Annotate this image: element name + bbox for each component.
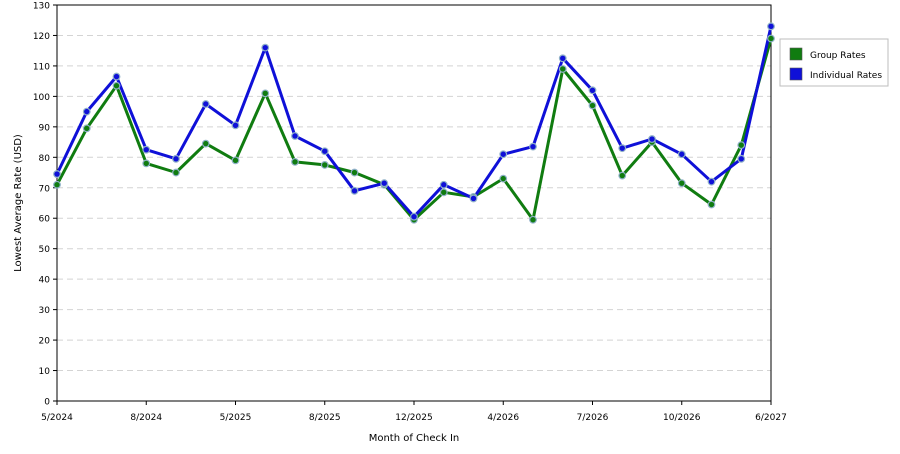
x-tick-label: 7/2026	[577, 413, 609, 423]
data-point	[648, 135, 656, 143]
data-point	[380, 179, 389, 188]
y-tick-label: 110	[33, 62, 50, 72]
data-point	[439, 180, 448, 189]
data-point	[737, 154, 746, 163]
data-point	[767, 34, 775, 43]
x-tick-label: 8/2024	[130, 413, 162, 423]
y-tick-label: 20	[39, 337, 51, 347]
y-tick-label: 130	[33, 2, 50, 12]
data-point	[350, 168, 359, 177]
legend-label: Group Rates	[810, 51, 866, 61]
data-point	[82, 124, 91, 133]
data-point	[677, 150, 686, 159]
data-point	[767, 22, 775, 31]
data-point	[231, 121, 240, 130]
grid-lines	[57, 34, 771, 372]
data-point	[112, 81, 121, 90]
x-tick-label: 10/2026	[663, 413, 701, 423]
data-point	[439, 188, 448, 197]
data-point	[82, 107, 91, 116]
data-point	[53, 180, 61, 189]
data-point	[410, 212, 418, 221]
y-tick-label: 120	[33, 32, 50, 42]
x-tick-label: 12/2025	[395, 413, 432, 423]
data-point	[172, 168, 180, 177]
series-points	[53, 22, 775, 224]
x-tick-label: 4/2026	[487, 413, 519, 423]
data-point	[529, 215, 537, 224]
legend-swatch	[789, 47, 803, 61]
data-point	[231, 156, 240, 165]
y-tick-label: 90	[39, 123, 51, 133]
data-point	[707, 200, 716, 209]
data-point	[261, 43, 270, 52]
data-point	[469, 194, 478, 203]
x-tick-label: 5/2024	[41, 413, 73, 423]
data-point	[53, 170, 61, 178]
y-tick-label: 80	[39, 154, 51, 164]
x-axis-title: Month of Check In	[369, 433, 460, 444]
data-point	[112, 72, 121, 81]
data-point	[618, 144, 627, 153]
y-axis-title: Lowest Average Rate (USD)	[13, 134, 24, 272]
legend-label: Individual Rates	[810, 71, 882, 81]
data-point	[201, 139, 210, 148]
data-point	[618, 171, 627, 180]
y-tick-label: 10	[39, 367, 51, 377]
y-tick-label: 40	[39, 276, 51, 286]
y-tick-label: 50	[39, 245, 51, 255]
x-tick-label: 5/2025	[220, 413, 252, 423]
data-point	[172, 154, 180, 163]
data-point	[320, 161, 329, 169]
data-point	[499, 150, 508, 159]
y-tick-label: 0	[44, 398, 50, 408]
axes: 0 10 20 30 40 50 60 70 80 90 100 110 120 130 5/2024 8/2…	[33, 2, 787, 424]
data-point	[588, 86, 597, 95]
data-point	[350, 186, 359, 195]
legend: Group Rates Individual Rates	[779, 38, 889, 87]
y-tick-label: 30	[39, 306, 51, 316]
legend-swatch	[789, 67, 803, 81]
data-point	[291, 157, 299, 166]
data-point	[529, 142, 537, 151]
data-point	[558, 54, 567, 63]
series-line	[55, 38, 773, 222]
data-point	[737, 141, 746, 150]
data-point	[558, 65, 567, 73]
x-tick-label: 8/2025	[309, 413, 341, 423]
y-tick-label: 70	[39, 184, 51, 194]
data-point	[291, 132, 299, 140]
data-point	[588, 101, 597, 110]
y-tick-label: 60	[39, 215, 51, 225]
data-point	[320, 147, 329, 156]
series-lines	[55, 25, 773, 222]
data-point	[201, 100, 210, 108]
series-line	[55, 25, 773, 219]
y-tick-label: 100	[33, 93, 50, 103]
plot-frame	[56, 4, 772, 402]
data-point	[677, 179, 686, 188]
data-point	[142, 159, 151, 168]
data-point	[261, 89, 270, 98]
data-point	[499, 174, 508, 183]
data-point	[142, 145, 151, 154]
x-tick-label: 6/2027	[755, 413, 787, 423]
data-point	[707, 177, 716, 186]
